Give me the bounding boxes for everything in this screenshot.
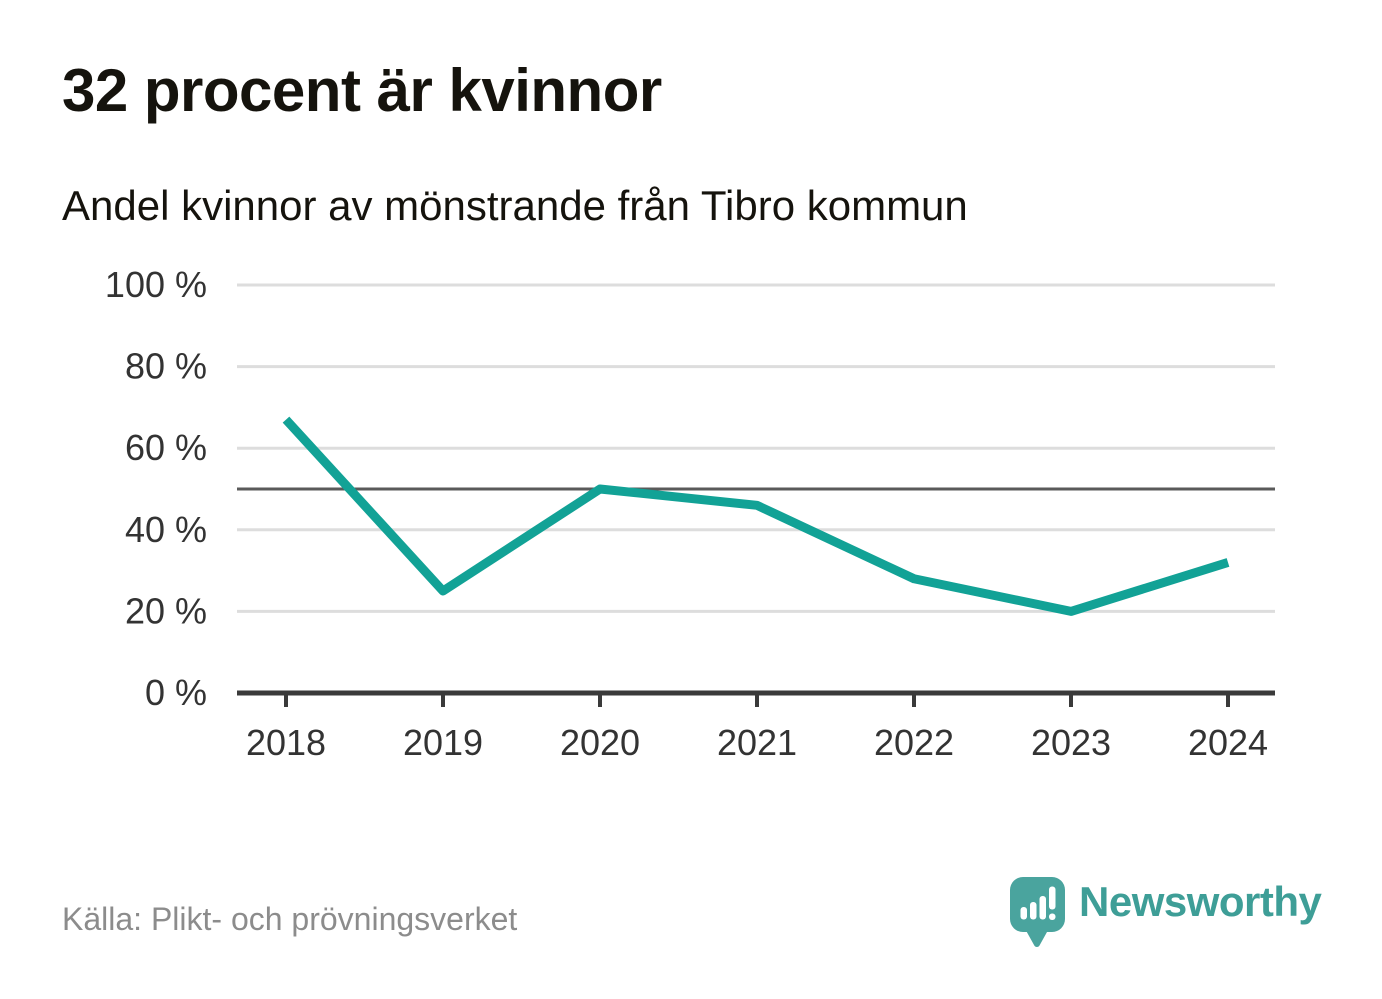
page-subtitle: Andel kvinnor av mönstrande från Tibro k… <box>62 182 968 229</box>
x-tick-label: 2018 <box>246 722 326 763</box>
logo-bar-2 <box>1030 902 1037 920</box>
logo-exclamation-bar <box>1049 886 1056 910</box>
y-tick-label: 40 % <box>125 509 207 550</box>
newsworthy-brand: Newsworthy <box>1010 877 1322 949</box>
logo-exclamation-dot <box>1049 913 1056 920</box>
x-tick-label: 2023 <box>1031 722 1111 763</box>
logo-bar-1 <box>1020 907 1027 920</box>
x-tick-label: 2024 <box>1188 722 1268 763</box>
y-tick-label: 20 % <box>125 590 207 631</box>
x-tick-label: 2021 <box>717 722 797 763</box>
y-tick-label: 60 % <box>125 427 207 468</box>
brand-wordmark: Newsworthy <box>1079 878 1322 925</box>
series-line <box>282 416 1230 616</box>
y-tick-label: 80 % <box>125 346 207 387</box>
page-title: 32 procent är kvinnor <box>62 57 662 124</box>
logo-bar-3 <box>1039 896 1046 920</box>
y-tick-label: 100 % <box>105 264 207 305</box>
newsworthy-logo-icon <box>1010 877 1065 948</box>
y-tick-label: 0 % <box>145 672 207 713</box>
x-tick-label: 2022 <box>874 722 954 763</box>
x-tick-label: 2019 <box>403 722 483 763</box>
x-tick-label: 2020 <box>560 722 640 763</box>
logo-bubble <box>1010 877 1065 948</box>
source-text: Källa: Plikt- och prövningsverket <box>62 901 518 937</box>
